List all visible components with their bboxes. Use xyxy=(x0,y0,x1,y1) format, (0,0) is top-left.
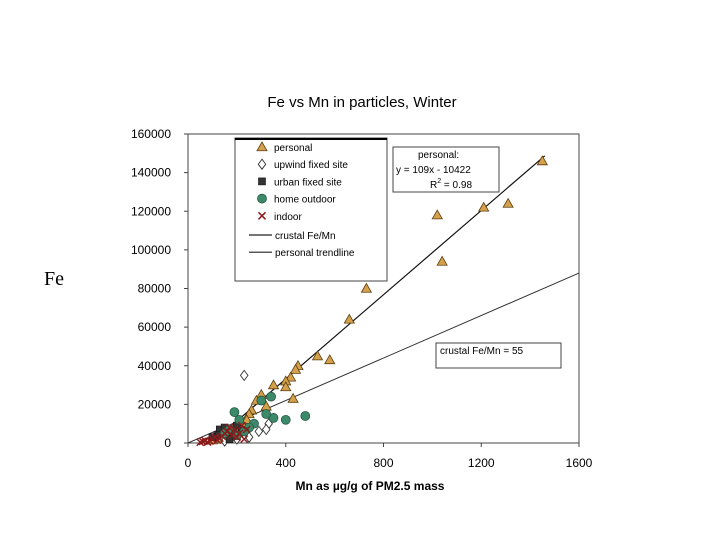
y-axis-side-label: Fe xyxy=(44,268,64,290)
x-axis-label: Mn as µg/g of PM2.5 mass xyxy=(296,479,445,493)
personal-point xyxy=(343,313,355,324)
indoor-point xyxy=(196,438,205,447)
upwind-fixed-site-point xyxy=(239,369,249,382)
upwind-fixed-site-point xyxy=(261,423,271,436)
legend-label-home-outdoor: home outdoor xyxy=(274,195,336,206)
indoor-point xyxy=(242,425,251,434)
personal-point xyxy=(502,197,514,208)
personal-point xyxy=(324,354,336,365)
y-tick-label: 0 xyxy=(164,436,171,450)
crustal-ratio-text: crustal Fe/Mn = 55 xyxy=(440,346,524,357)
y-tick-label: 80000 xyxy=(138,282,172,296)
legend-label-personal-trendline: personal trendline xyxy=(275,248,355,259)
home-outdoor-point xyxy=(234,414,245,425)
y-tick-label: 160000 xyxy=(131,127,171,141)
crustal-ratio-line xyxy=(187,272,580,444)
personal-point xyxy=(360,282,373,293)
home-outdoor-point xyxy=(266,391,276,402)
personal-point xyxy=(536,155,549,166)
personal-point xyxy=(280,381,292,392)
indoor-point xyxy=(225,423,234,432)
home-outdoor-point xyxy=(229,407,240,417)
x-tick-label: 1200 xyxy=(468,456,495,470)
indoor-point xyxy=(235,429,244,438)
y-axis: 0 20000 40000 60000 80000 100000 120000 140000 1… xyxy=(131,127,188,450)
personal-point xyxy=(311,350,324,361)
home-outdoor-point xyxy=(256,395,267,406)
y-tick-label: 40000 xyxy=(138,359,172,373)
legend-label-urban-fixed-site: urban fixed site xyxy=(274,177,342,188)
home-outdoor-point xyxy=(280,414,291,425)
x-tick-label: 1600 xyxy=(566,456,593,470)
personal-point xyxy=(436,255,448,266)
series-indoor xyxy=(196,421,251,447)
personal-point xyxy=(284,371,297,382)
home-outdoor-point xyxy=(261,409,272,419)
legend-label-personal: personal xyxy=(274,143,312,154)
personal-point xyxy=(431,209,443,220)
legend-marker-upwind-fixed-site xyxy=(257,158,267,170)
indoor-point xyxy=(201,436,210,445)
indoor-point xyxy=(232,433,241,442)
data-points xyxy=(196,155,549,447)
personal-point xyxy=(287,392,299,403)
y-tick-label: 100000 xyxy=(131,243,171,257)
y-tick-label: 20000 xyxy=(138,397,172,411)
personal-point xyxy=(267,379,280,390)
x-axis: 0 400 800 1200 1600 xyxy=(185,443,593,470)
legend-marker-home-outdoor xyxy=(257,193,267,204)
y-tick-label: 140000 xyxy=(131,166,171,180)
y-tick-label: 60000 xyxy=(138,320,172,334)
personal-equation: y = 109x - 10422 xyxy=(396,165,471,176)
home-outdoor-point xyxy=(300,411,311,421)
legend-marker-urban-fixed-site xyxy=(258,177,266,186)
x-tick-label: 800 xyxy=(373,456,393,470)
y-tick-label: 120000 xyxy=(131,204,171,218)
x-tick-label: 0 xyxy=(185,456,192,470)
legend-label-upwind-fixed-site: upwind fixed site xyxy=(274,160,348,171)
chart-title: Fe vs Mn in particles, Winter xyxy=(267,94,456,111)
legend: personal upwind fixed site urban fixed sit… xyxy=(234,137,388,282)
personal-r-squared: R2 = 0.98 xyxy=(430,178,472,191)
legend-marker-indoor xyxy=(257,211,267,220)
personal-point xyxy=(289,363,302,374)
personal-point xyxy=(478,201,490,212)
upwind-fixed-site-point xyxy=(254,425,264,438)
legend-label-crustal-fe-mn: crustal Fe/Mn xyxy=(275,231,336,242)
indoor-point xyxy=(198,437,207,446)
x-tick-label: 400 xyxy=(276,456,296,470)
personal-equation-box: personal: y = 109x - 10422 R2 = 0.98 xyxy=(392,146,500,193)
crustal-ratio-box: crustal Fe/Mn = 55 xyxy=(435,342,562,369)
personal-equation-title: personal: xyxy=(418,150,459,161)
legend-marker-personal xyxy=(256,141,268,152)
legend-label-indoor: indoor xyxy=(274,212,302,223)
